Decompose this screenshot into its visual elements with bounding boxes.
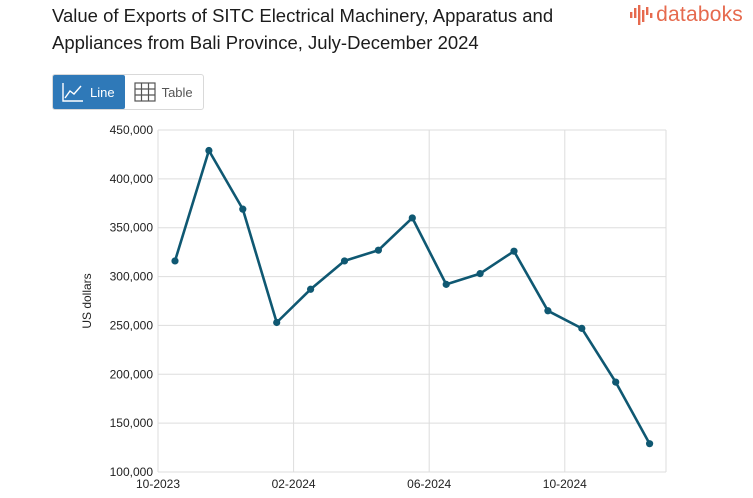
data-points <box>171 146 654 448</box>
data-point[interactable] <box>307 285 315 293</box>
data-point[interactable] <box>205 146 213 155</box>
logo-text: databoks <box>656 3 743 26</box>
x-tick-label: 06-2024 <box>407 477 451 491</box>
data-point[interactable] <box>510 247 518 255</box>
data-point[interactable] <box>408 214 416 222</box>
y-tick-label: 150,000 <box>110 416 154 430</box>
x-axis-ticks: 10-2023 02-2024 06-2024 10-2024 <box>136 477 587 491</box>
y-tick-label: 450,000 <box>110 123 154 137</box>
table-view-button[interactable]: Table <box>125 75 203 109</box>
data-point[interactable] <box>374 246 382 254</box>
table-grid-icon <box>133 82 156 102</box>
data-point[interactable] <box>239 205 247 213</box>
line-view-button[interactable]: Line <box>53 75 125 109</box>
y-axis-ticks: 100,000 150,000 200,000 250,000 300,000 350,0… <box>110 123 154 479</box>
data-point[interactable] <box>646 440 654 448</box>
data-point[interactable] <box>442 280 450 288</box>
bar-pattern-logo-icon <box>630 5 653 25</box>
chart-title: Value of Exports of SITC Electrical Mach… <box>52 5 554 53</box>
data-point[interactable] <box>171 257 179 265</box>
x-gridlines <box>157 130 667 472</box>
data-point[interactable] <box>612 378 620 386</box>
y-tick-label: 300,000 <box>110 270 154 284</box>
line-view-label: Line <box>90 84 115 100</box>
x-tick-label: 10-2024 <box>543 477 587 491</box>
view-toggle: Line Table <box>52 74 204 110</box>
databoks-logo[interactable]: databoks <box>630 3 743 27</box>
y-gridlines <box>158 129 666 473</box>
y-tick-label: 400,000 <box>110 172 154 186</box>
data-point[interactable] <box>544 307 552 315</box>
x-tick-label: 02-2024 <box>272 477 316 491</box>
data-point[interactable] <box>578 324 586 332</box>
data-point[interactable] <box>273 318 281 327</box>
y-tick-label: 350,000 <box>110 221 154 235</box>
line-chart-icon <box>62 83 83 102</box>
y-axis-label: US dollars <box>80 273 94 328</box>
y-tick-label: 100,000 <box>110 465 154 479</box>
y-tick-label: 200,000 <box>110 367 154 381</box>
data-point[interactable] <box>340 257 349 265</box>
x-tick-label: 10-2023 <box>136 477 180 491</box>
data-point[interactable] <box>476 270 484 278</box>
y-tick-label: 250,000 <box>110 318 154 332</box>
table-view-label: Table <box>161 84 193 100</box>
series-line <box>173 149 651 445</box>
